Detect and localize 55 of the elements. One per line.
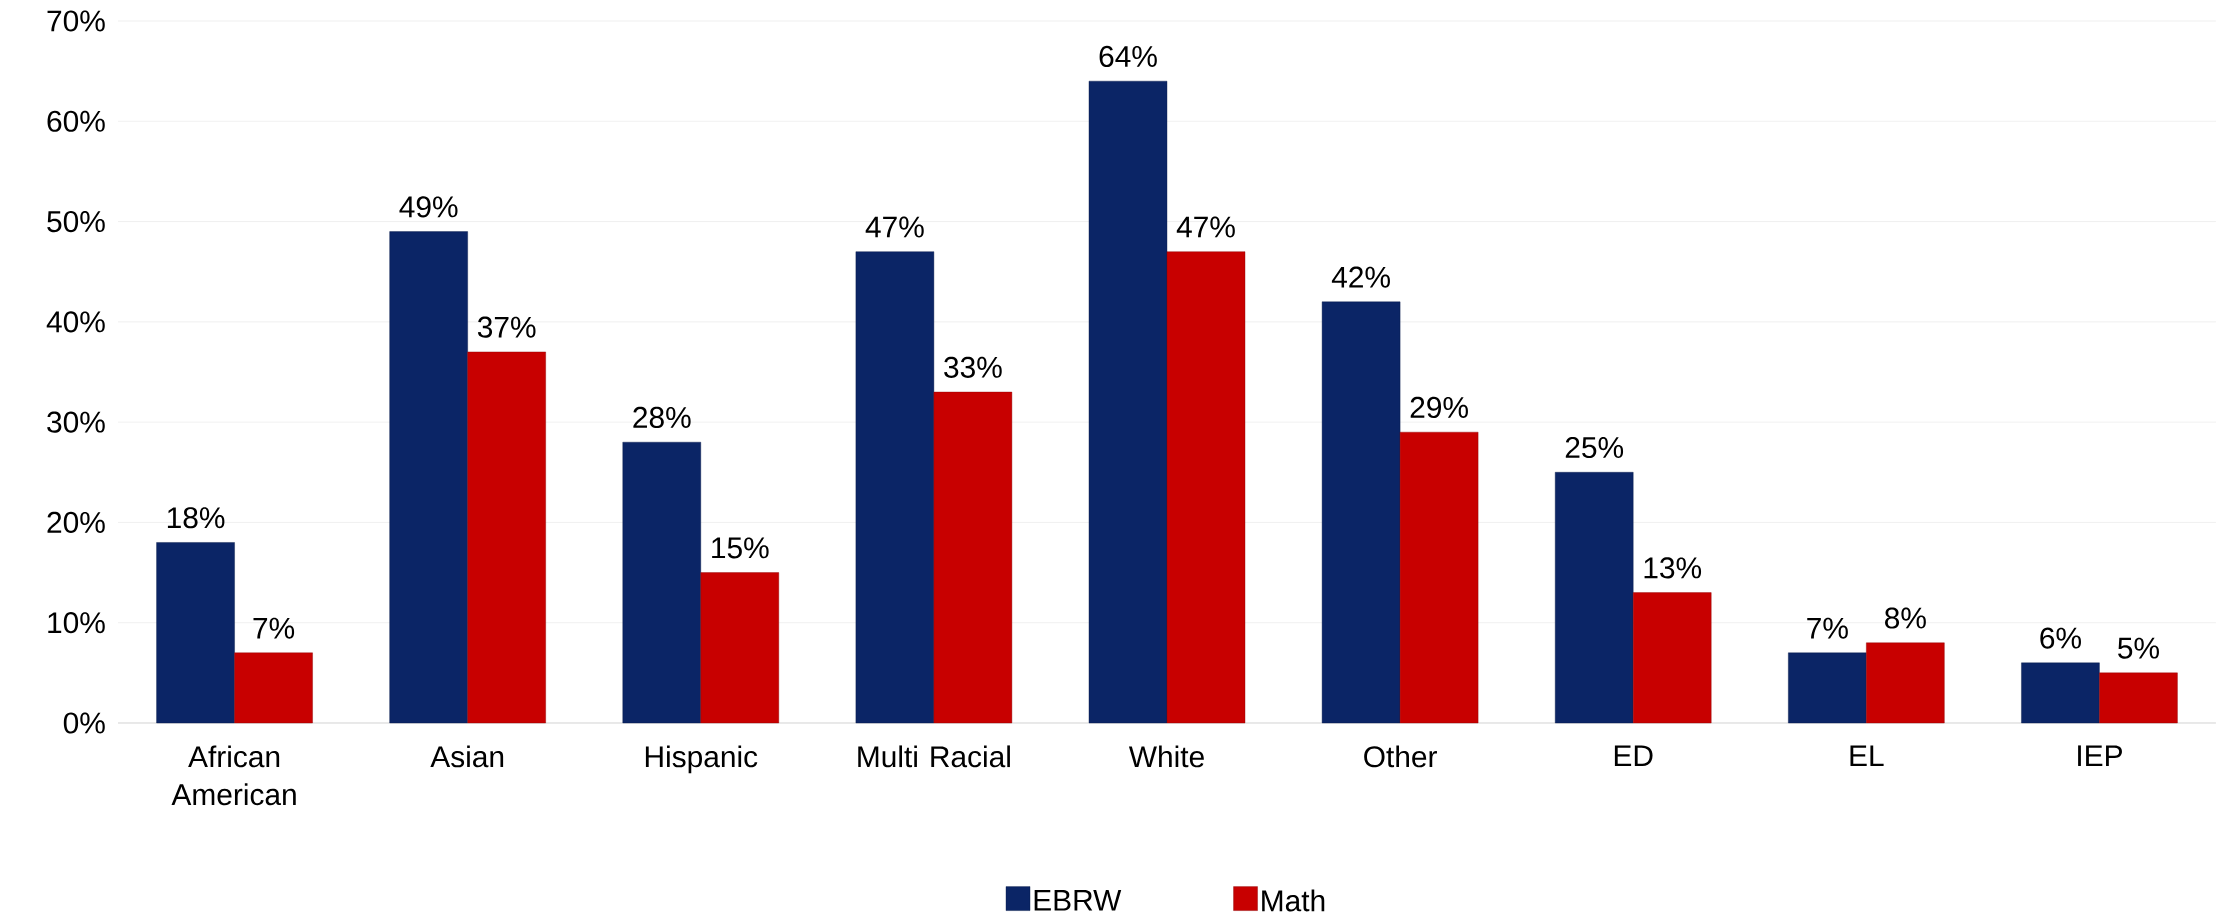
bar: [1166, 251, 1246, 724]
x-tick-label: Hispanic: [645, 745, 758, 774]
data-label: 47%: [1176, 216, 1235, 238]
bar: [855, 251, 935, 724]
y-tick-label: 40%: [46, 311, 105, 333]
bar: [1633, 592, 1712, 724]
x-tick-label: White: [1128, 745, 1204, 768]
y-tick-label: 50%: [47, 210, 105, 233]
data-label: 7%: [1807, 617, 1848, 639]
y-tick-label: 0%: [63, 712, 105, 734]
data-label: 7%: [253, 617, 295, 639]
data-label: 42%: [1331, 266, 1390, 288]
data-label: 8%: [1885, 607, 1926, 629]
bar: [156, 542, 235, 724]
data-label: 64%: [1099, 45, 1157, 67]
bar: [1866, 642, 1945, 724]
y-tick-label: 30%: [47, 411, 105, 433]
data-label: 29%: [1410, 396, 1468, 419]
x-tick-label: EL: [1850, 745, 1884, 766]
x-tick-label: ED: [1614, 745, 1653, 766]
bar: [1088, 80, 1168, 724]
data-label: 13%: [1644, 557, 1702, 579]
x-tick-label: Multi Racial: [858, 745, 1010, 768]
x-tick-label: IEP: [2078, 745, 2122, 766]
bar: [467, 351, 546, 724]
data-label: 25%: [1565, 436, 1624, 459]
data-label: 47%: [865, 216, 924, 238]
data-label: 5%: [2118, 637, 2159, 659]
data-label: 18%: [167, 507, 225, 529]
x-tick-label: Asian: [430, 745, 504, 768]
x-tick-label: Other: [1364, 745, 1437, 768]
bar: [2099, 672, 2178, 724]
data-label: 33%: [944, 356, 1002, 378]
data-label: 49%: [399, 196, 458, 218]
legend-label: EBRW: [1034, 890, 1122, 911]
legend-label: Math: [1262, 889, 1325, 912]
y-tick-label: 20%: [47, 511, 105, 534]
y-tick-label: 70%: [47, 10, 105, 32]
bar: [389, 231, 468, 724]
y-tick-label: 60%: [47, 110, 105, 132]
x-tick-label: African American: [171, 745, 296, 806]
bar: [234, 652, 313, 724]
data-label: 6%: [2040, 627, 2081, 649]
bar: [1399, 431, 1479, 724]
bar: [2021, 662, 2100, 724]
data-label: 28%: [633, 406, 691, 429]
y-tick-label: 10%: [48, 612, 105, 634]
bar: [1555, 472, 1634, 724]
bar: [933, 391, 1013, 724]
bar: [1321, 301, 1401, 724]
data-label: 15%: [712, 537, 769, 559]
bar: [700, 572, 779, 724]
bar: [622, 441, 701, 724]
data-label: 37%: [477, 316, 536, 338]
bar: [1788, 652, 1867, 724]
